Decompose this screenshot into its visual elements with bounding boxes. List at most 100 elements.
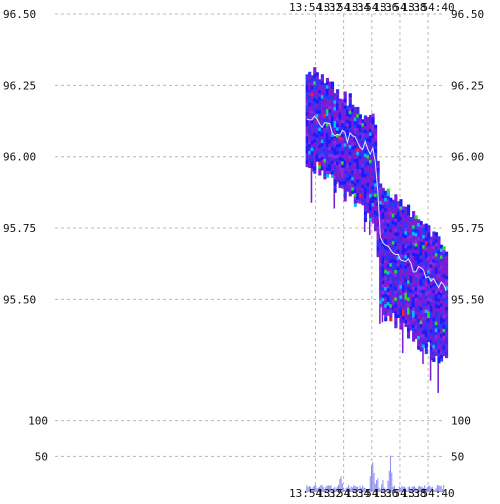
- heat-cell: [344, 98, 347, 102]
- heat-cell: [445, 255, 448, 259]
- heat-wick: [336, 182, 338, 184]
- y-tick-label: 96.00: [451, 151, 484, 164]
- heat-cell: [387, 189, 390, 193]
- heat-cell: [425, 343, 428, 347]
- heat-cell: [313, 163, 316, 167]
- heat-cell: [316, 72, 319, 76]
- heat-cell: [394, 321, 397, 325]
- heat-cell: [445, 310, 448, 314]
- heat-cell: [437, 236, 440, 240]
- heat-cell: [445, 323, 448, 327]
- heat-cell: [372, 117, 375, 121]
- heat-cell: [344, 92, 347, 96]
- heat-cell: [445, 272, 448, 276]
- heat-cell: [377, 161, 380, 165]
- heat-cell: [374, 125, 377, 129]
- heat-cell: [407, 205, 410, 209]
- heat-cell: [440, 358, 443, 362]
- heat-cell: [359, 114, 362, 118]
- heat-wick: [430, 360, 432, 381]
- y-tick-label: 100: [28, 415, 48, 428]
- heat-cell: [445, 334, 448, 338]
- heat-cell: [364, 218, 367, 222]
- heat-cell: [445, 337, 448, 341]
- heat-cell: [415, 215, 418, 219]
- heat-cell: [445, 347, 448, 351]
- heat-cell: [389, 318, 392, 322]
- y-tick-label: 95.75: [451, 222, 484, 235]
- heat-cell: [313, 170, 316, 174]
- heat-wick: [369, 221, 371, 235]
- heat-cell: [356, 110, 359, 114]
- heat-cell: [445, 313, 448, 317]
- heat-cell: [394, 324, 397, 328]
- heat-cell: [399, 203, 402, 207]
- heat-cell: [445, 341, 448, 345]
- x-tick-label: 13:54:40: [402, 487, 455, 500]
- y-tick-label: 96.25: [3, 79, 36, 92]
- heat-cell: [384, 317, 387, 321]
- heat-cell: [425, 347, 428, 351]
- heat-cell: [377, 168, 380, 172]
- heat-wick: [364, 222, 366, 232]
- heat-cell: [313, 67, 316, 71]
- heat-cell: [445, 252, 448, 256]
- heat-cell: [407, 211, 410, 215]
- heat-cell: [445, 303, 448, 307]
- heat-cell: [445, 354, 448, 358]
- heat-cell: [445, 317, 448, 321]
- heat-wick: [437, 363, 439, 393]
- heat-cell: [344, 102, 347, 106]
- heat-cell: [313, 166, 316, 170]
- heat-cell: [445, 344, 448, 348]
- heat-cell: [445, 306, 448, 310]
- heat-cell: [394, 198, 397, 202]
- heat-cell: [344, 95, 347, 99]
- heat-cell: [321, 78, 324, 82]
- heat-cell: [445, 296, 448, 300]
- heat-cell: [445, 269, 448, 273]
- y-tick-label: 100: [451, 415, 471, 428]
- heat-cell: [377, 164, 380, 168]
- heat-cell: [326, 174, 329, 178]
- heat-cell: [308, 72, 311, 76]
- heat-cell: [445, 276, 448, 280]
- heat-cell: [387, 192, 390, 196]
- heat-cell: [374, 149, 377, 153]
- heat-cell: [321, 74, 324, 78]
- heat-cell: [354, 203, 357, 207]
- heat-cell: [372, 114, 375, 118]
- heat-cell: [420, 221, 423, 225]
- heat-cell: [394, 194, 397, 198]
- heat-cell: [394, 318, 397, 322]
- heat-cell: [407, 331, 410, 335]
- heat-cell: [389, 314, 392, 318]
- x-tick-label: 13:54:40: [402, 1, 455, 14]
- heat-cell: [374, 135, 377, 139]
- heat-cell: [437, 240, 440, 244]
- heat-wick: [311, 171, 313, 203]
- heat-cell: [442, 246, 445, 250]
- heat-cell: [374, 142, 377, 146]
- heat-cell: [374, 132, 377, 136]
- heat-cell: [356, 107, 359, 111]
- heat-cell: [435, 232, 438, 236]
- heat-cell: [445, 282, 448, 286]
- heat-cell: [326, 78, 329, 82]
- heat-cell: [427, 225, 430, 229]
- heat-wick: [382, 315, 384, 323]
- heat-cell: [374, 128, 377, 132]
- y-tick-label: 95.50: [3, 293, 36, 306]
- heat-cell: [349, 93, 352, 97]
- heat-cell: [445, 279, 448, 283]
- heat-cell: [364, 215, 367, 219]
- heat-cell: [331, 88, 334, 92]
- heat-cell: [445, 300, 448, 304]
- heat-cell: [331, 82, 334, 86]
- y-tick-label: 96.50: [451, 8, 484, 21]
